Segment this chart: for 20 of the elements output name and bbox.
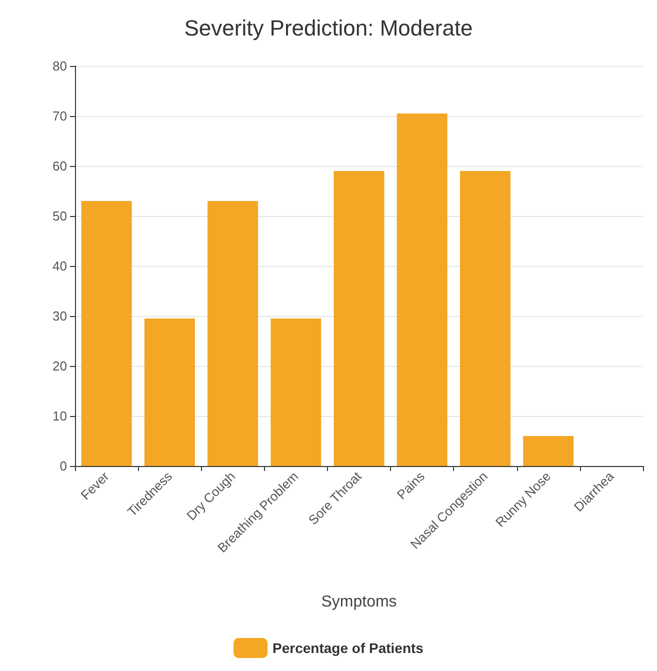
y-tick-label: 10	[52, 408, 67, 424]
x-axis-title: Symptoms	[321, 594, 397, 610]
y-tick-label: 0	[60, 458, 67, 474]
bar	[81, 201, 132, 466]
y-tick-label: 50	[52, 208, 67, 224]
bar	[270, 318, 322, 466]
bar	[334, 171, 384, 466]
bar	[144, 318, 195, 466]
chart-title: Severity Prediction: Moderate	[184, 16, 473, 40]
y-tick-label: 30	[52, 308, 67, 324]
y-tick-label: 80	[52, 58, 67, 74]
bar	[396, 114, 448, 466]
bar	[460, 171, 510, 466]
y-tick-label: 60	[52, 158, 67, 174]
y-tick-label: 20	[52, 358, 67, 374]
y-tick-label: 70	[52, 108, 67, 124]
bar	[523, 436, 574, 466]
bar	[208, 201, 258, 466]
legend-label: Percentage of Patients	[272, 640, 424, 656]
y-tick-label: 40	[52, 258, 67, 274]
